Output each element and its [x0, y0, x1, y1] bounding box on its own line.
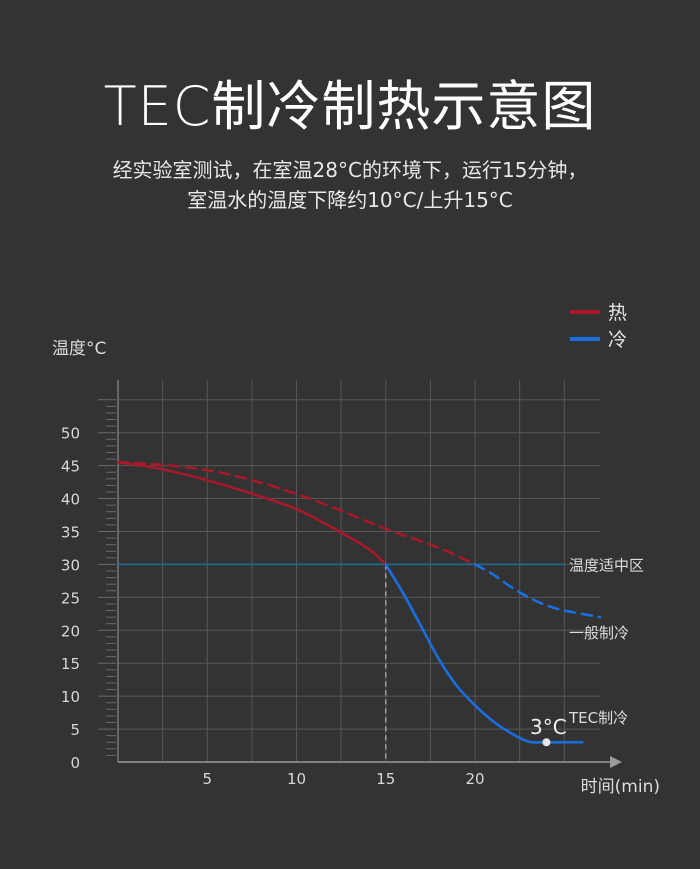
- x-tick-label: 10: [287, 770, 306, 788]
- axes: [117, 380, 622, 768]
- y-tick-label: 40: [61, 491, 80, 509]
- series-line-dashed-2: [116, 461, 477, 566]
- subtitle-line-2: 室温水的温度下降约10°C/上升15°C: [187, 188, 513, 212]
- page-title: TEC制冷制热示意图: [103, 75, 597, 138]
- y-tick-label: 10: [61, 688, 80, 706]
- x-tick-label: 15: [376, 770, 395, 788]
- legend-label: 热: [608, 302, 627, 324]
- y-tick-label: 15: [61, 655, 80, 673]
- grid: [118, 380, 600, 762]
- annotation-general-cooling: 一般制冷: [569, 624, 629, 642]
- y-tick-label: 50: [61, 425, 80, 443]
- y-tick-label: 0: [70, 754, 80, 772]
- series-line-dashed-3: [473, 563, 602, 619]
- y-tick-label: 45: [61, 458, 80, 476]
- legend: 热冷: [570, 302, 627, 351]
- reference-line-label: 温度适中区: [569, 556, 644, 574]
- min-point-marker: [542, 738, 551, 747]
- legend-label: 冷: [608, 329, 627, 351]
- x-tick-label: 5: [202, 770, 212, 788]
- subtitle-line-1: 经实验室测试，在室温28°C的环境下，运行15分钟，: [112, 158, 588, 182]
- annotation-3c: 3°C: [530, 715, 567, 739]
- y-tick-label: 20: [61, 622, 80, 640]
- x-tick-label: 20: [465, 770, 484, 788]
- series-lines: [116, 461, 602, 744]
- series-line-solid-0: [116, 461, 388, 566]
- y-axis-ruler: [98, 399, 116, 756]
- reference-lines: 温度适中区: [118, 556, 644, 762]
- x-axis-label: 时间(min): [581, 777, 660, 797]
- tick-labels: 0 5 10 15 20 25 30 35 40 45 50 5 10 15 20 温度°C 时间(min): [52, 339, 660, 797]
- y-tick-label: 30: [61, 556, 80, 574]
- y-tick-label: 5: [70, 721, 80, 739]
- y-tick-label: 25: [61, 589, 80, 607]
- y-tick-label: 35: [61, 523, 80, 541]
- annotation-tec-cooling: TEC制冷: [568, 709, 628, 727]
- x-axis-arrow: [610, 756, 622, 768]
- y-axis-label: 温度°C: [52, 339, 106, 359]
